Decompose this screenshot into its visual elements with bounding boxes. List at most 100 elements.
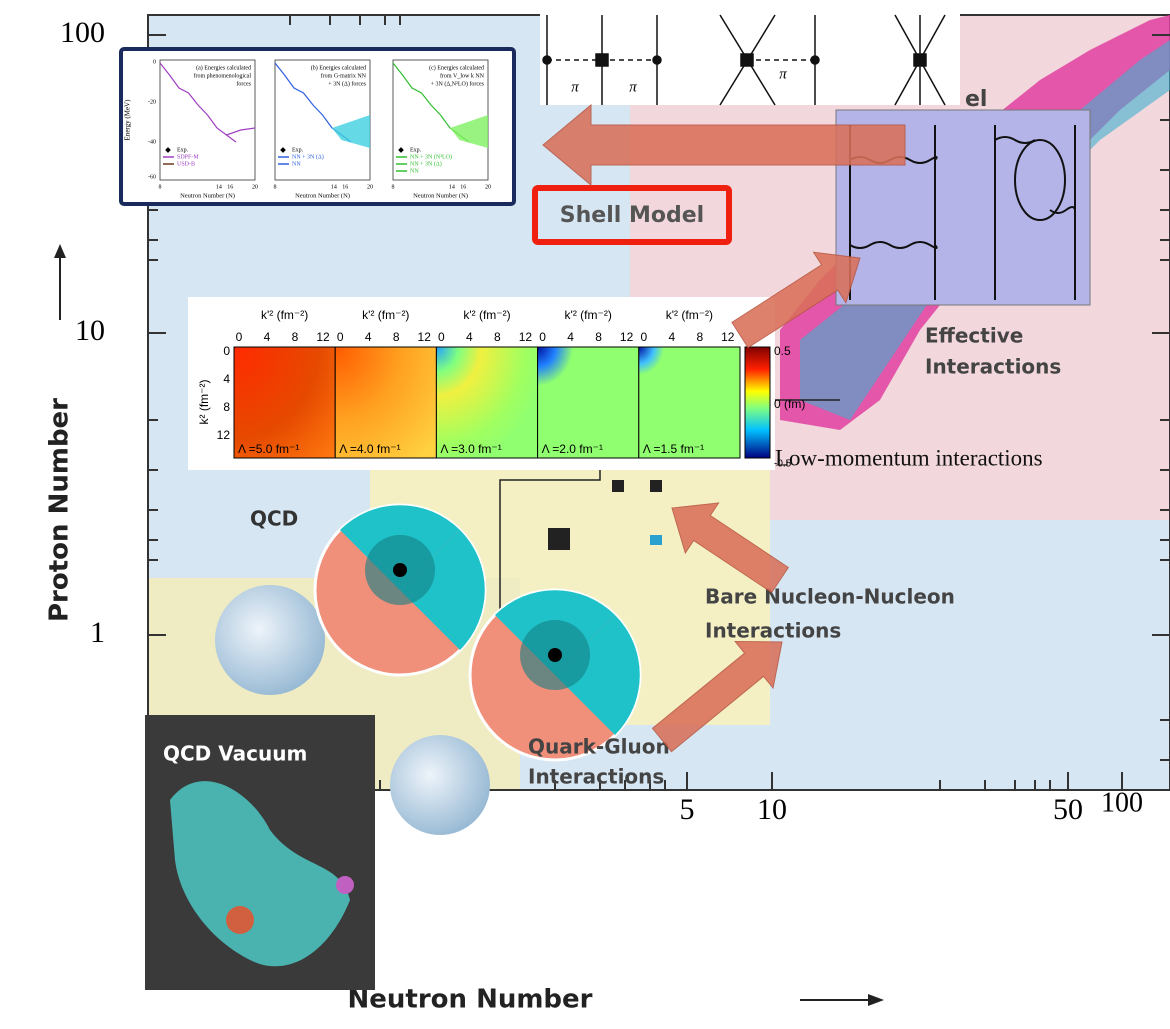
vlowk-x-tick: 0 xyxy=(337,330,344,344)
vlowk-x-tick: 4 xyxy=(668,330,675,344)
energy-panel-title: forces xyxy=(236,80,251,87)
quark-gluon-label: Interactions xyxy=(528,765,664,789)
vlowk-y-tick: 0 xyxy=(223,344,230,358)
shell-model-label: Shell Model xyxy=(560,203,704,228)
energy-x-tick: 14 xyxy=(331,184,337,190)
legend-label: NN + 3N (Δ) xyxy=(410,160,442,167)
quark-gluon-label: Quark-Gluon xyxy=(528,735,670,759)
y-axis-label: Proton Number xyxy=(45,398,75,622)
x-tick-label: 10 xyxy=(757,793,787,826)
legend-label: Exp. xyxy=(177,147,189,153)
vlowk-x-tick: 8 xyxy=(292,330,299,344)
energy-x-tick: 14 xyxy=(216,184,222,190)
nucleon-bubble xyxy=(390,735,490,835)
vlowk-x-tick: 12 xyxy=(721,330,735,344)
energy-x-tick: 8 xyxy=(392,184,395,190)
legend-label: SDPF-M xyxy=(177,154,199,160)
bare-label: Interactions xyxy=(705,619,841,643)
y-tick-label: 10 xyxy=(75,314,105,347)
energy-x-tick: 16 xyxy=(460,184,466,190)
legend-label: NN xyxy=(292,161,301,167)
energy-x-tick: 8 xyxy=(274,184,277,190)
energy-x-tick: 20 xyxy=(367,184,373,190)
legend-label: Exp. xyxy=(292,147,304,153)
energy-panel-title: (c) Energies calculated xyxy=(429,64,484,71)
energy-y-label: Energy (MeV) xyxy=(124,99,132,141)
energy-y-tick: -60 xyxy=(148,174,156,180)
vacuum-spot xyxy=(226,906,254,934)
vlowk-column-label: k'² (fm⁻²) xyxy=(261,308,308,322)
energy-x-tick: 20 xyxy=(485,184,491,190)
energy-x-tick: 14 xyxy=(449,184,455,190)
y-tick-label: 1 xyxy=(90,616,105,649)
vlowk-x-tick: 4 xyxy=(365,330,372,344)
energy-panel-title: + 3N (Δ,N²LO) forces xyxy=(431,80,485,87)
x-tick-label: 100 xyxy=(1101,787,1143,818)
energy-x-tick: 8 xyxy=(159,184,162,190)
vlowk-column-label: k'² (fm⁻²) xyxy=(463,308,510,322)
energy-x-label: Neutron Number (N) xyxy=(413,192,468,199)
qcd-circle xyxy=(315,505,485,675)
legend-label: NN xyxy=(410,168,419,174)
vlowk-x-tick: 0 xyxy=(438,330,445,344)
legend-label: NN + 3N (Δ) xyxy=(292,153,324,160)
x-axis-label: Neutron Number xyxy=(347,985,592,1015)
vlowk-y-tick: 12 xyxy=(217,428,231,442)
vlowk-x-tick: 8 xyxy=(393,330,400,344)
legend-label: Exp. xyxy=(410,147,422,153)
vlowk-panel-label: Λ =5.0 fm⁻¹ xyxy=(238,442,299,456)
vlowk-column-label: k'² (fm⁻²) xyxy=(666,308,713,322)
energy-x-label: Neutron Number (N) xyxy=(180,192,235,199)
axis-arrow-head xyxy=(54,244,66,258)
legend-label: NN + 3N (N²LO) xyxy=(410,153,452,160)
pi-label: π xyxy=(779,66,787,82)
energy-inset: Energy (MeV) 0-20-40-608141620Neutron Nu… xyxy=(121,49,514,204)
nucleon-bubble xyxy=(215,585,325,695)
x-tick-label: 5 xyxy=(680,793,695,826)
vlowk-y-tick: 4 xyxy=(223,372,230,386)
bare-label: Bare Nucleon-Nucleon xyxy=(705,585,955,609)
vlowk-x-tick: 0 xyxy=(236,330,243,344)
vlowk-x-tick: 4 xyxy=(264,330,271,344)
vlowk-x-tick: 8 xyxy=(595,330,602,344)
vlowk-panel-label: Λ =4.0 fm⁻¹ xyxy=(339,442,400,456)
vlowk-panel-label: Λ =1.5 fm⁻¹ xyxy=(643,442,704,456)
energy-panel-title: + 3N (Δ) forces xyxy=(328,80,366,87)
vlowk-panel-label: Λ =3.0 fm⁻¹ xyxy=(440,442,501,456)
interaction-diagrams xyxy=(540,10,960,105)
vlowk-x-tick: 0 xyxy=(539,330,546,344)
energy-panel-title: (a) Energies calculated xyxy=(196,64,251,71)
energy-y-tick: -20 xyxy=(148,99,156,105)
qcd-label: QCD xyxy=(250,507,298,531)
vlowk-y-tick: 8 xyxy=(223,400,230,414)
vlowk-column-label: k'² (fm⁻²) xyxy=(362,308,409,322)
effective-label: Effective xyxy=(925,324,1023,348)
energy-x-tick: 16 xyxy=(227,184,233,190)
qcd-vacuum-label: QCD Vacuum xyxy=(163,742,307,766)
energy-y-tick: 0 xyxy=(153,59,156,65)
vlowk-column-label: k'² (fm⁻²) xyxy=(565,308,612,322)
y-tick-label: 100 xyxy=(60,16,105,49)
vlowk-x-tick: 4 xyxy=(567,330,574,344)
axis-arrow-head xyxy=(868,994,884,1006)
vlowk-x-tick: 4 xyxy=(466,330,473,344)
energy-panel-title: from G-matrix NN xyxy=(321,72,367,79)
vlowk-x-tick: 8 xyxy=(494,330,501,344)
energy-panel-title: (b) Energies calculated xyxy=(311,64,366,71)
colorbar xyxy=(745,347,770,458)
pi-label: π xyxy=(571,79,579,95)
pi-label: π xyxy=(629,79,637,95)
vlowk-x-tick: 12 xyxy=(418,330,432,344)
page: { "axes": { "y_label": "Proton Number", … xyxy=(0,0,1170,1029)
colorbar-label: 0 (fm) xyxy=(774,397,805,411)
vlowk-x-tick: 0 xyxy=(640,330,647,344)
nuclide xyxy=(548,528,570,550)
nuclide xyxy=(612,480,624,492)
vlowk-panel-label: Λ =2.0 fm⁻¹ xyxy=(542,442,603,456)
energy-x-tick: 16 xyxy=(342,184,348,190)
effective-label: Interactions xyxy=(925,355,1061,379)
vlowk-y-label: k² (fm⁻²) xyxy=(197,380,211,425)
vlowk-x-tick: 12 xyxy=(316,330,330,344)
vacuum-spot xyxy=(336,876,354,894)
nuclide xyxy=(650,535,662,545)
